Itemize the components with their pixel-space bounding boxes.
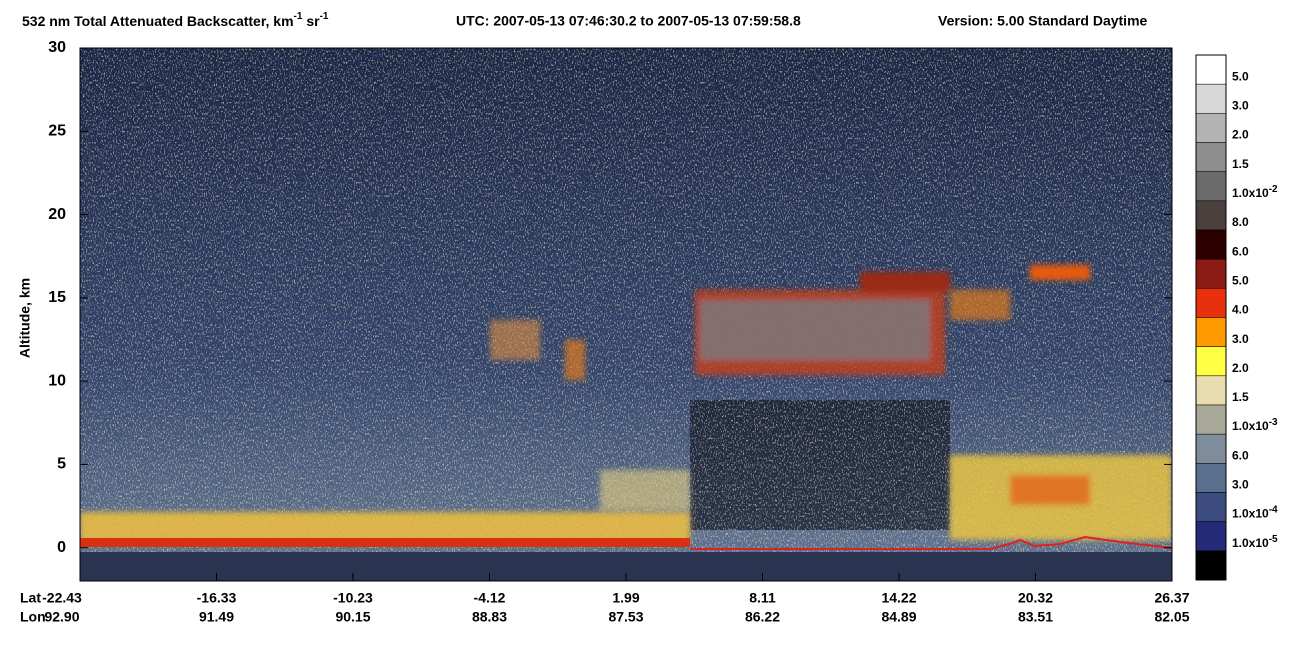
y-axis-label: Altitude, km <box>17 278 33 358</box>
y-tick-label: 5 <box>57 456 66 473</box>
colorbar-label: 3.0 <box>1232 99 1249 113</box>
title-text: 532 nm Total Attenuated Backscatter, km <box>22 13 294 29</box>
colorbar-label-sup: -5 <box>1269 533 1278 544</box>
colorbar-label: 1.0x10-5 <box>1232 533 1278 550</box>
colorbar-swatch <box>1195 200 1227 231</box>
y-tick-label: 20 <box>48 206 66 223</box>
lat-label: 8.11 <box>749 590 776 606</box>
colorbar-label: 1.0x10-3 <box>1232 417 1278 434</box>
y-tick-label: 30 <box>48 39 66 56</box>
colorbar-swatch <box>1195 317 1227 347</box>
lon-label: 86.22 <box>745 609 780 625</box>
colorbar-label-sup: -4 <box>1269 504 1278 515</box>
lat-label: 26.37 <box>1154 590 1189 606</box>
colorbar-label-text: 1.0x10 <box>1232 419 1269 433</box>
colorbar-swatch <box>1195 142 1227 172</box>
lon-label: 82.05 <box>1154 609 1189 625</box>
colorbar-swatch <box>1195 346 1227 377</box>
lon-label: 88.83 <box>472 609 507 625</box>
colorbar-swatch <box>1195 171 1227 202</box>
lon-label: 92.90 <box>44 609 79 625</box>
thin-cloud <box>565 340 585 380</box>
colorbar-swatch <box>1195 433 1227 464</box>
y-tick-label: 0 <box>57 539 66 556</box>
colorbar-label: 2.0 <box>1232 128 1249 142</box>
colorbar-swatch <box>1195 521 1227 552</box>
colorbar-swatch <box>1195 288 1227 318</box>
colorbar-label: 1.0x10-4 <box>1232 504 1278 521</box>
aerosol-dense <box>1010 475 1090 505</box>
colorbar-swatch <box>1195 54 1227 85</box>
lat-label: -10.23 <box>333 590 373 606</box>
version: Version: 5.00 Standard Daytime <box>938 13 1148 29</box>
y-tick-label: 10 <box>48 372 66 389</box>
lon-label: 83.51 <box>1018 609 1053 625</box>
colorbar-label: 3.0 <box>1232 478 1249 492</box>
colorbar-swatch <box>1195 258 1227 289</box>
colorbar-label: 8.0 <box>1232 215 1249 229</box>
colorbar-label: 1.5 <box>1232 390 1249 404</box>
colorbar-swatch <box>1195 113 1227 143</box>
time-range: UTC: 2007-05-13 07:46:30.2 to 2007-05-13… <box>456 13 801 29</box>
lat-label: 14.22 <box>881 590 916 606</box>
colorbar-swatch <box>1195 229 1227 260</box>
colorbar-label-text: 1.0x10 <box>1232 507 1269 521</box>
lat-label: -22.43 <box>42 590 82 606</box>
colorbar-label: 1.5 <box>1232 157 1249 171</box>
colorbar-swatch <box>1195 463 1227 493</box>
y-tick-label: 15 <box>48 289 66 306</box>
boundary-layer <box>80 512 690 542</box>
colorbar-swatch <box>1195 492 1227 522</box>
lat-label: -4.12 <box>474 590 506 606</box>
lat-label: 1.99 <box>612 590 639 606</box>
colorbar-label: 3.0 <box>1232 332 1249 346</box>
lat-label: -16.33 <box>197 590 237 606</box>
colorbar-frame <box>1195 54 1227 581</box>
surface-line <box>690 535 1172 550</box>
colorbar-label: 1.0x10-2 <box>1232 183 1278 200</box>
title-unit: sr <box>306 13 320 29</box>
colorbar-label: 5.0 <box>1232 69 1249 83</box>
lon-label: 90.15 <box>335 609 370 625</box>
x-row-label: Lat <box>20 590 41 606</box>
y-tick-label: 25 <box>48 123 66 140</box>
cirrus-top <box>860 272 950 292</box>
lon-label: 84.89 <box>881 609 916 625</box>
colorbar-label: 6.0 <box>1232 449 1249 463</box>
colorbar-swatch <box>1195 404 1227 435</box>
cirrus-right <box>1030 265 1090 280</box>
thin-cloud <box>490 320 540 360</box>
colorbar-label: 6.0 <box>1232 244 1249 258</box>
lon-label: 91.49 <box>199 609 234 625</box>
title-sup: -1 <box>294 11 303 22</box>
lat-label: 20.32 <box>1018 590 1053 606</box>
colorbar-label: 2.0 <box>1232 361 1249 375</box>
colorbar-swatch <box>1195 83 1227 114</box>
aerosol <box>600 470 690 510</box>
title-sup: -1 <box>320 11 329 22</box>
lon-label: 87.53 <box>608 609 643 625</box>
backscatter-image <box>80 48 1172 581</box>
surface-return <box>80 538 690 547</box>
colorbar-label-sup: -2 <box>1269 183 1278 194</box>
chart-title: 532 nm Total Attenuated Backscatter, km-… <box>22 11 329 29</box>
colorbar-swatch <box>1195 375 1227 406</box>
colorbar-swatch <box>1195 550 1227 581</box>
cirrus-edge <box>950 290 1010 320</box>
cirrus <box>80 265 1172 542</box>
x-row-label: Lon <box>20 609 46 625</box>
colorbar-label: 4.0 <box>1232 303 1249 317</box>
cirrus-grey <box>700 300 930 360</box>
colorbar-label-text: 1.0x10 <box>1232 186 1269 200</box>
colorbar-label-sup: -3 <box>1269 417 1278 428</box>
colorbar-label-text: 1.0x10 <box>1232 536 1269 550</box>
colorbar-label: 5.0 <box>1232 274 1249 288</box>
